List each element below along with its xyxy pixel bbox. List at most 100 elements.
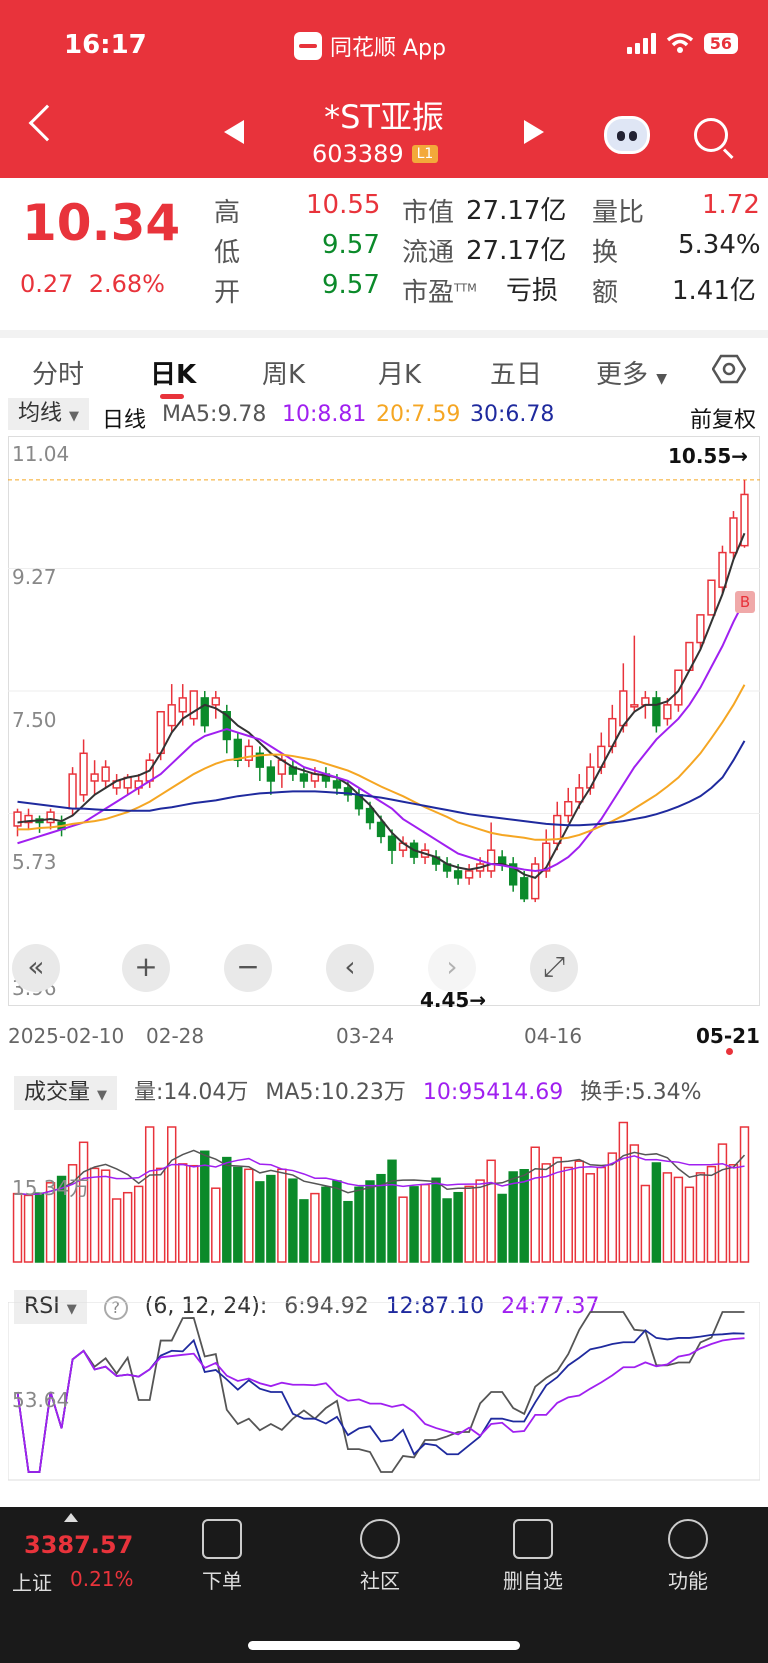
adjust-mode[interactable]: 前复权 <box>690 408 757 433</box>
zoom-in-icon[interactable]: + <box>122 944 170 992</box>
volume-bar <box>387 1159 397 1263</box>
tab-more-label: 更多 <box>596 360 649 390</box>
volume-bar <box>288 1178 298 1263</box>
candle-body <box>520 877 529 900</box>
ma30-line <box>17 740 746 827</box>
nav-functions[interactable]: 功能 <box>643 1519 733 1594</box>
scroll-left-icon[interactable]: ‹ <box>326 944 374 992</box>
volume-bar <box>541 1163 551 1263</box>
next-stock-arrow-icon[interactable] <box>524 120 544 144</box>
fullscreen-icon[interactable]: ⤢ <box>530 944 578 992</box>
tab-intraday[interactable]: 分时 <box>32 360 85 390</box>
robot-assistant-icon[interactable] <box>604 116 650 154</box>
volume-ma5: MA5:10.23万 <box>265 1080 406 1105</box>
candle-body <box>663 704 672 720</box>
tab-more[interactable]: 更多 ▼ <box>596 354 667 391</box>
order-document-icon <box>202 1519 242 1559</box>
max-price-label: 10.55→ <box>668 444 749 468</box>
candle-body <box>630 704 639 708</box>
home-indicator <box>248 1641 520 1650</box>
search-icon[interactable] <box>694 118 728 152</box>
volume-dropdown[interactable]: 成交量 ▼ <box>14 1076 118 1110</box>
volume-value: 量:14.04万 <box>134 1080 249 1105</box>
price-change-value: 0.27 <box>20 270 74 298</box>
amt-value: 1.41亿 <box>672 276 756 306</box>
ma5-line <box>17 532 746 879</box>
candle-body <box>343 787 353 796</box>
battery-icon: 56 <box>703 32 738 54</box>
volume-bar <box>409 1186 419 1263</box>
status-time: 16:17 <box>64 30 147 60</box>
buy-marker[interactable]: B <box>735 591 755 613</box>
candle-body <box>497 856 507 865</box>
cellular-signal-icon <box>626 32 656 54</box>
amt-label: 额 <box>592 278 619 308</box>
price-change: 0.27 2.68% <box>20 270 165 298</box>
candle-body <box>509 863 518 886</box>
index-value[interactable]: 3387.57 <box>24 1531 134 1559</box>
volume-bar <box>519 1169 529 1263</box>
candle-body <box>13 811 22 827</box>
candle-body <box>332 780 342 789</box>
volume-bar <box>706 1165 717 1263</box>
quote-panel: 10.34 0.27 2.68% 高 10.55 低 9.57 开 9.57 市… <box>0 178 768 318</box>
tab-weekly-k[interactable]: 周K <box>262 360 306 390</box>
candle-body <box>167 704 176 727</box>
scroll-right-icon[interactable]: › <box>428 944 476 992</box>
zoom-out-icon[interactable]: − <box>224 944 272 992</box>
index-name[interactable]: 上证 <box>12 1571 52 1595</box>
candle-body <box>46 811 55 824</box>
period-tabs: 分时 日K 周K 月K 五日 更多 ▼ <box>0 330 768 399</box>
remove-watchlist-icon <box>513 1519 553 1559</box>
index-pct[interactable]: 0.21% <box>70 1567 134 1591</box>
nav-order[interactable]: 下单 <box>177 1519 267 1594</box>
volume-bar <box>420 1183 430 1263</box>
candle-body <box>299 773 309 782</box>
rsi-dropdown[interactable]: RSI ▼ <box>14 1290 87 1324</box>
kline-chart[interactable] <box>8 436 760 1006</box>
ma-period: 日线 <box>102 408 147 433</box>
volume-bar <box>321 1186 331 1263</box>
candle-body <box>674 669 683 706</box>
volume-bar <box>662 1172 673 1263</box>
ma20-value: 20:7.59 <box>376 402 461 427</box>
prev-stock-arrow-icon[interactable] <box>224 120 244 144</box>
volume-bar <box>299 1199 309 1263</box>
rsi-chart[interactable] <box>8 1302 760 1482</box>
settings-hexagon-icon[interactable] <box>712 354 746 384</box>
pe-label-text: 市盈 <box>402 278 455 308</box>
volume-bar <box>398 1196 408 1263</box>
tab-monthly-k[interactable]: 月K <box>378 360 422 390</box>
candle-body <box>101 766 110 782</box>
volume-turnover: 换手:5.34% <box>580 1080 702 1105</box>
volume-bar <box>100 1169 111 1263</box>
candle-body <box>553 814 562 845</box>
rewind-icon[interactable]: « <box>12 944 60 992</box>
volume-bar <box>178 1163 188 1263</box>
volume-bar <box>431 1177 441 1263</box>
candle-body <box>641 697 650 706</box>
ma10-line <box>17 599 746 872</box>
rsi-params: (6, 12, 24): <box>144 1294 268 1319</box>
nav-community[interactable]: 社区 <box>335 1519 425 1594</box>
volume-bar <box>233 1166 243 1263</box>
caret-down-icon: ▼ <box>69 409 80 424</box>
candle-body <box>189 690 198 720</box>
status-app-label: 同花顺 App <box>330 36 446 61</box>
date-tick-2: 02-28 <box>146 1024 205 1048</box>
ma-dropdown[interactable]: 均线 ▼ <box>8 398 90 430</box>
nav-remove-watchlist[interactable]: 删自选 <box>488 1519 578 1594</box>
volume-bar <box>695 1172 706 1263</box>
volume-bar <box>67 1164 78 1263</box>
help-icon[interactable]: ? <box>103 1296 128 1320</box>
volume-chart[interactable] <box>8 1112 760 1272</box>
volume-bar <box>222 1156 232 1263</box>
low-value: 9.57 <box>322 230 380 260</box>
candle-body <box>740 493 749 547</box>
tab-five-day[interactable]: 五日 <box>490 360 543 390</box>
kline-chart-frame[interactable] <box>8 436 760 1006</box>
date-tick-end: 05-21 <box>696 1024 760 1048</box>
float-value: 27.17亿 <box>466 236 567 266</box>
tab-daily-k[interactable]: 日K <box>150 360 197 390</box>
candle-body <box>453 870 463 879</box>
